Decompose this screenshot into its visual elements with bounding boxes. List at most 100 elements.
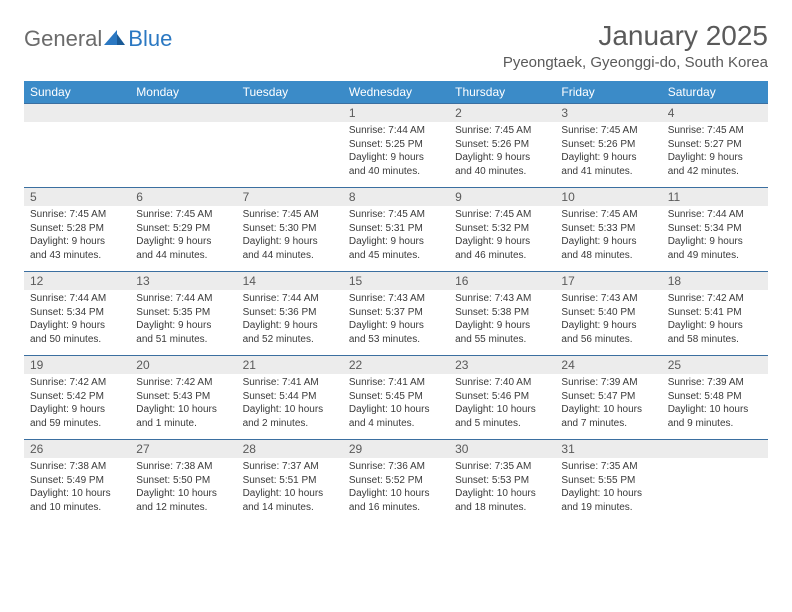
sunrise-line: Sunrise: 7:41 AM [243,376,337,390]
day-body: Sunrise: 7:45 AMSunset: 5:26 PMDaylight:… [555,122,661,182]
sunset-line: Sunset: 5:43 PM [136,390,230,404]
day-cell: 16Sunrise: 7:43 AMSunset: 5:38 PMDayligh… [449,272,555,356]
sunrise-line: Sunrise: 7:43 AM [561,292,655,306]
sunrise-line: Sunrise: 7:45 AM [455,124,549,138]
day-header: Thursday [449,81,555,104]
daylight-line: Daylight: 9 hours and 43 minutes. [30,235,124,262]
daylight-line: Daylight: 9 hours and 45 minutes. [349,235,443,262]
day-number: 11 [662,188,768,206]
empty-day-number [237,104,343,122]
week-row: 19Sunrise: 7:42 AMSunset: 5:42 PMDayligh… [24,356,768,440]
day-cell: 18 Sunrise: 7:42 AMSunset: 5:41 PMDayligh… [662,272,768,356]
day-number: 10 [555,188,661,206]
day-cell: 10Sunrise: 7:45 AMSunset: 5:33 PMDayligh… [555,188,661,272]
sunset-line: Sunset: 5:40 PM [561,306,655,320]
sunset-line: Sunset: 5:55 PM [561,474,655,488]
day-number: 14 [237,272,343,290]
location-text: Pyeongtaek, Gyeonggi-do, South Korea [503,54,768,71]
day-number: 22 [343,356,449,374]
day-number: 1 [343,104,449,122]
day-header-row: SundayMondayTuesdayWednesdayThursdayFrid… [24,81,768,104]
day-cell: 12Sunrise: 7:44 AMSunset: 5:34 PMDayligh… [24,272,130,356]
day-cell: 23Sunrise: 7:40 AMSunset: 5:46 PMDayligh… [449,356,555,440]
day-cell: 15Sunrise: 7:43 AMSunset: 5:37 PMDayligh… [343,272,449,356]
calendar-table: SundayMondayTuesdayWednesdayThursdayFrid… [24,81,768,524]
empty-day-number [662,440,768,458]
daylight-line: Daylight: 9 hours and 48 minutes. [561,235,655,262]
sunrise-line: Sunrise: 7:43 AM [349,292,443,306]
sunrise-line: Sunrise: 7:37 AM [243,460,337,474]
day-header: Saturday [662,81,768,104]
sunset-line: Sunset: 5:28 PM [30,222,124,236]
day-number: 19 [24,356,130,374]
day-number: 27 [130,440,236,458]
day-cell: 20Sunrise: 7:42 AMSunset: 5:43 PMDayligh… [130,356,236,440]
daylight-line: Daylight: 9 hours and 52 minutes. [243,319,337,346]
sunset-line: Sunset: 5:26 PM [561,138,655,152]
sunrise-line: Sunrise: 7:36 AM [349,460,443,474]
day-body: Sunrise: 7:44 AMSunset: 5:34 PMDaylight:… [24,290,130,350]
day-number: 3 [555,104,661,122]
sunset-line: Sunset: 5:45 PM [349,390,443,404]
day-cell: 3Sunrise: 7:45 AMSunset: 5:26 PMDaylight… [555,104,661,188]
week-row: 26Sunrise: 7:38 AMSunset: 5:49 PMDayligh… [24,440,768,524]
sunrise-line: Sunrise: 7:45 AM [455,208,549,222]
day-body: Sunrise: 7:45 AMSunset: 5:30 PMDaylight:… [237,206,343,266]
daylight-line: Daylight: 10 hours and 10 minutes. [30,487,124,514]
daylight-line: Daylight: 9 hours and 50 minutes. [30,319,124,346]
sunset-line: Sunset: 5:53 PM [455,474,549,488]
daylight-line: Daylight: 9 hours and 40 minutes. [349,151,443,178]
sunset-line: Sunset: 5:37 PM [349,306,443,320]
logo-text-general: General [24,26,102,52]
logo-triangle-icon [104,28,126,51]
day-cell: 17Sunrise: 7:43 AMSunset: 5:40 PMDayligh… [555,272,661,356]
day-number: 9 [449,188,555,206]
month-title: January 2025 [503,20,768,52]
day-cell: 19Sunrise: 7:42 AMSunset: 5:42 PMDayligh… [24,356,130,440]
title-block: January 2025 Pyeongtaek, Gyeonggi-do, So… [503,20,768,71]
sunset-line: Sunset: 5:46 PM [455,390,549,404]
day-cell: 21Sunrise: 7:41 AMSunset: 5:44 PMDayligh… [237,356,343,440]
sunrise-line: Sunrise: 7:38 AM [30,460,124,474]
sunset-line: Sunset: 5:47 PM [561,390,655,404]
day-cell: 29Sunrise: 7:36 AMSunset: 5:52 PMDayligh… [343,440,449,524]
day-body: Sunrise: 7:41 AMSunset: 5:45 PMDaylight:… [343,374,449,434]
day-body: Sunrise: 7:44 AMSunset: 5:36 PMDaylight:… [237,290,343,350]
sunset-line: Sunset: 5:49 PM [30,474,124,488]
day-body: Sunrise: 7:36 AMSunset: 5:52 PMDaylight:… [343,458,449,518]
sunrise-line: Sunrise: 7:45 AM [30,208,124,222]
sunrise-line: Sunrise: 7:42 AM [30,376,124,390]
sunset-line: Sunset: 5:30 PM [243,222,337,236]
daylight-line: Daylight: 10 hours and 19 minutes. [561,487,655,514]
day-number: 18 [662,272,768,290]
sunset-line: Sunset: 5:41 PM [668,306,762,320]
day-body: Sunrise: 7:45 AMSunset: 5:31 PMDaylight:… [343,206,449,266]
sunset-line: Sunset: 5:32 PM [455,222,549,236]
daylight-line: Daylight: 9 hours and 53 minutes. [349,319,443,346]
day-body: Sunrise: 7:39 AMSunset: 5:47 PMDaylight:… [555,374,661,434]
sunset-line: Sunset: 5:35 PM [136,306,230,320]
day-body: Sunrise: 7:44 AMSunset: 5:25 PMDaylight:… [343,122,449,182]
day-header: Tuesday [237,81,343,104]
sunset-line: Sunset: 5:33 PM [561,222,655,236]
day-cell: 1Sunrise: 7:44 AMSunset: 5:25 PMDaylight… [343,104,449,188]
sunrise-line: Sunrise: 7:39 AM [561,376,655,390]
sunset-line: Sunset: 5:29 PM [136,222,230,236]
day-body: Sunrise: 7:43 AMSunset: 5:40 PMDaylight:… [555,290,661,350]
day-number: 8 [343,188,449,206]
day-number: 6 [130,188,236,206]
daylight-line: Daylight: 10 hours and 9 minutes. [668,403,762,430]
daylight-line: Daylight: 9 hours and 58 minutes. [668,319,762,346]
day-cell: 22Sunrise: 7:41 AMSunset: 5:45 PMDayligh… [343,356,449,440]
day-cell: 8Sunrise: 7:45 AMSunset: 5:31 PMDaylight… [343,188,449,272]
sunset-line: Sunset: 5:52 PM [349,474,443,488]
daylight-line: Daylight: 10 hours and 2 minutes. [243,403,337,430]
day-number: 30 [449,440,555,458]
day-body: Sunrise: 7:39 AMSunset: 5:48 PMDaylight:… [662,374,768,434]
daylight-line: Daylight: 10 hours and 16 minutes. [349,487,443,514]
day-number: 28 [237,440,343,458]
week-row: 1Sunrise: 7:44 AMSunset: 5:25 PMDaylight… [24,104,768,188]
calendar-page: General Blue January 2025 Pyeongtaek, Gy… [0,0,792,544]
day-header: Wednesday [343,81,449,104]
sunrise-line: Sunrise: 7:42 AM [668,292,762,306]
